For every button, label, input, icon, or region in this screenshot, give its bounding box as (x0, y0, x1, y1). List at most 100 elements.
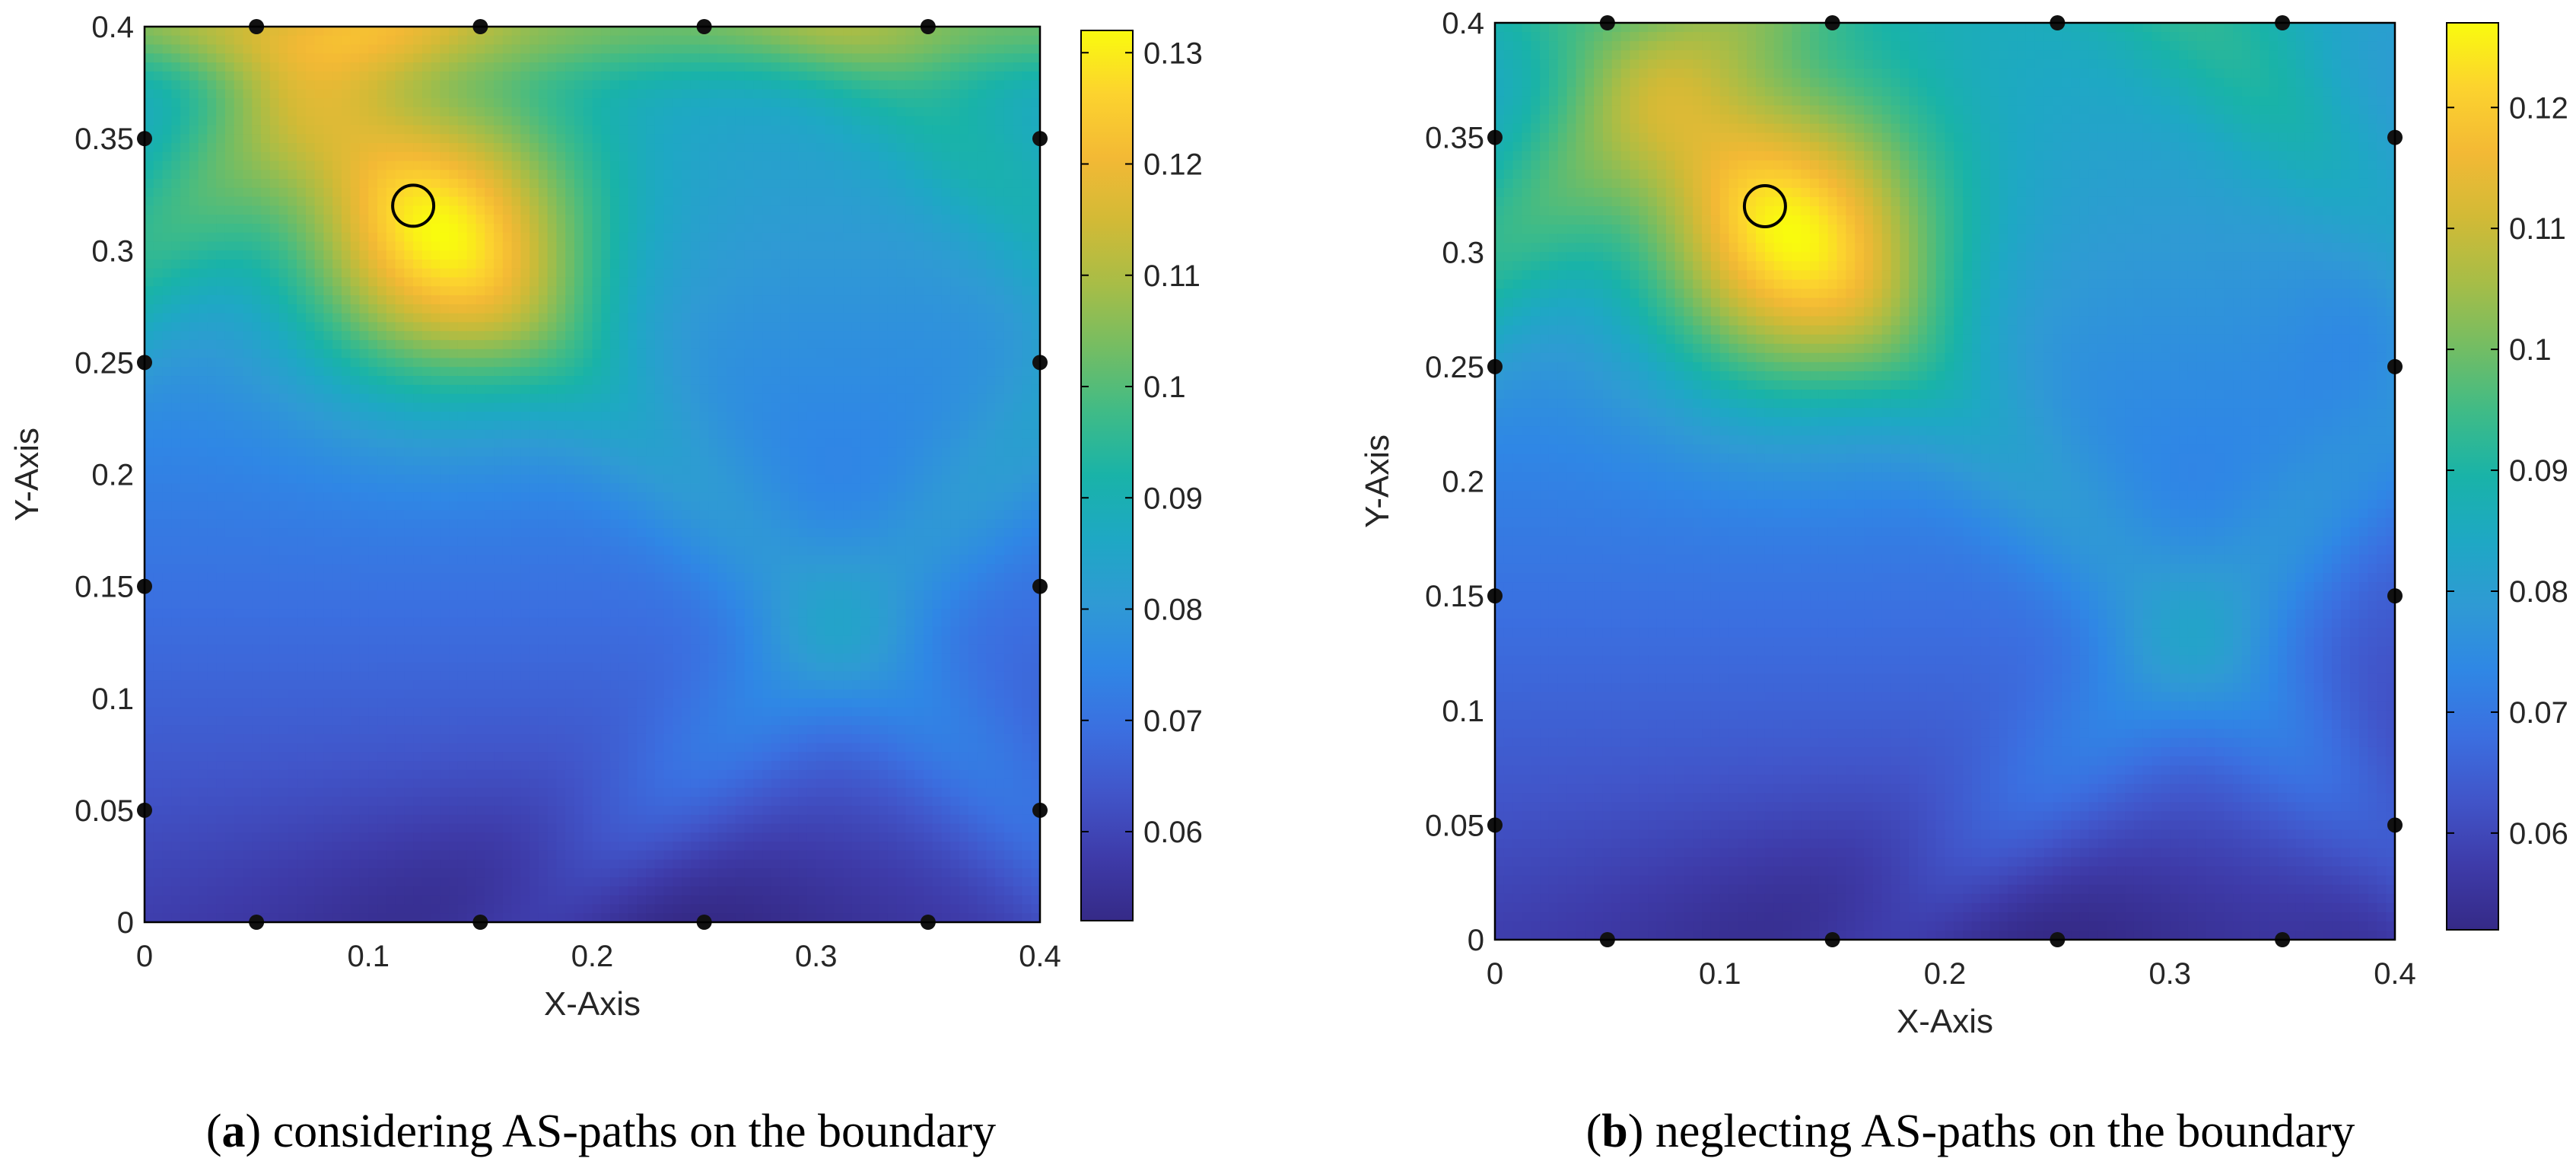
panel-a-heat-cell (288, 215, 297, 224)
panel-a-heat-cell (887, 465, 898, 476)
panel-a-heat-cell (502, 429, 513, 440)
panel-a-heat-cell (923, 412, 933, 422)
panel-a-heat-cell (530, 62, 539, 72)
panel-a-heat-cell (547, 223, 558, 234)
panel-a-heat-cell (278, 107, 288, 117)
panel-a-heat-cell (530, 376, 539, 386)
panel-a-heat-cell (189, 412, 199, 422)
panel-a-heat-cell (511, 295, 521, 305)
panel-a-heat-cell (950, 232, 960, 243)
panel-a-heat-cell (457, 215, 468, 224)
panel-a-heat-cell (359, 358, 369, 368)
panel-a-heat-cell (816, 331, 826, 341)
panel-a-heat-cell (530, 223, 539, 234)
panel-a-heat-cell (789, 277, 799, 287)
panel-a-heat-cell (511, 53, 521, 63)
panel-a-heat-cell (986, 429, 996, 440)
panel-a-heat-cell (475, 259, 485, 269)
panel-a-heat-cell (189, 196, 199, 206)
panel-a-heat-cell (986, 53, 996, 63)
panel-a-heat-cell (189, 134, 199, 144)
panel-a-heat-cell (1003, 53, 1014, 63)
panel-a-heat-cell (440, 241, 450, 251)
panel-a-heat-cell (879, 313, 889, 323)
panel-a-heat-cell (995, 429, 1005, 440)
panel-a-heat-cell (592, 429, 602, 440)
panel-a-heat-cell (798, 134, 808, 144)
panel-a-heat-cell (610, 35, 620, 46)
panel-a-heat-cell (494, 179, 504, 189)
panel-a-heat-cell (654, 125, 665, 135)
panel-a-heat-cell (905, 80, 915, 90)
panel-a-heat-cell (905, 27, 915, 37)
panel-a-heat-cell (332, 268, 342, 278)
panel-a-heat-cell (1003, 429, 1014, 440)
panel-a-heat-cell (601, 161, 611, 170)
panel-a-heat-cell (968, 196, 978, 206)
panel-a-heat-cell (654, 187, 665, 198)
panel-a-heat-cell (673, 27, 682, 37)
panel-a-heat-cell (180, 151, 190, 162)
panel-a-heat-cell (825, 259, 835, 269)
panel-a-heat-cell (359, 438, 369, 448)
panel-a-heat-cell (234, 98, 244, 108)
panel-a-heat-cell (806, 232, 817, 243)
panel-a-heat-cell (538, 393, 549, 403)
panel-a-heat-cell (145, 331, 154, 341)
panel-a-heat-cell (538, 170, 549, 180)
panel-a-heat-cell (663, 456, 674, 466)
panel-a-heat-cell (816, 277, 826, 287)
panel-a-heat-cell (180, 98, 190, 108)
panel-a-heat-cell (520, 393, 530, 403)
panel-a-heat-cell (243, 232, 253, 243)
panel-a-heat-cell (494, 438, 504, 448)
panel-a-heat-cell (682, 125, 692, 135)
panel-a-heat-cell (753, 403, 763, 412)
panel-a-heat-cell (628, 376, 638, 386)
panel-a-heat-cell (538, 456, 549, 466)
panel-a-heat-cell (825, 89, 835, 99)
panel-a-heat-cell (368, 250, 378, 260)
panel-a-heat-cell (485, 71, 495, 81)
panel-a-heat-cell (851, 331, 862, 341)
panel-a-heat-cell (502, 438, 513, 448)
panel-a-heat-cell (368, 161, 378, 170)
panel-a-heat-cell (959, 295, 969, 305)
panel-a-heat-cell (825, 35, 835, 46)
panel-a-heat-cell (1022, 223, 1032, 234)
panel-a-heat-cell (234, 465, 244, 476)
panel-a-heat-cell (744, 339, 754, 350)
panel-a-heat-cell (870, 80, 879, 90)
panel-a-heat-cell (959, 393, 969, 403)
panel-a-heat-cell (538, 44, 549, 54)
panel-a-heat-cell (386, 259, 396, 269)
panel-a-heat-cell (520, 98, 530, 108)
panel-a-heat-cell (708, 331, 718, 341)
panel-a-heat-cell (959, 384, 969, 395)
panel-a-heat-cell (619, 456, 629, 466)
panel-a-heat-cell (323, 331, 333, 341)
panel-a-heat-cell (905, 384, 915, 395)
panel-a-heat-cell (189, 53, 199, 63)
panel-a-heat-cell (386, 151, 396, 162)
panel-a-heat-cell (189, 304, 199, 314)
panel-a-heat-cell (986, 161, 996, 170)
panel-a-heat-cell (288, 268, 297, 278)
panel-a-heat-cell (860, 241, 870, 251)
panel-a-heat-cell (404, 89, 414, 99)
panel-a-heat-cell (457, 89, 468, 99)
panel-a-heat-cell (905, 286, 915, 296)
panel-a-heat-cell (1013, 420, 1023, 431)
panel-a-heat-cell (332, 331, 342, 341)
panel-a-heat-cell (314, 456, 324, 466)
panel-a-heat-cell (825, 358, 835, 368)
panel-a-heat-cell (941, 358, 951, 368)
panel-a-heat-cell (905, 98, 915, 108)
panel-a-heat-cell (350, 187, 361, 198)
panel-a-heat-cell (959, 151, 969, 162)
panel-a-heat-cell (727, 196, 736, 206)
panel-a-heat-cell (1013, 89, 1023, 99)
panel-a-heat-cell (690, 322, 701, 332)
panel-a-heat-cell (350, 179, 361, 189)
panel-a-heat-cell (1031, 161, 1041, 170)
